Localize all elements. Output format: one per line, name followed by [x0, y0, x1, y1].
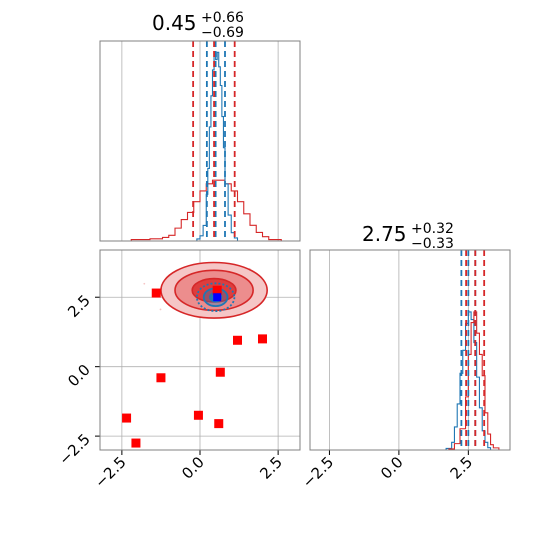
- title-param1: 0.45 +0.66 −0.69: [152, 10, 244, 41]
- histogram-panel-param2: −2.5 0.0 2.5: [299, 249, 511, 492]
- panel-frame: [99, 249, 301, 451]
- title-param2-upper: +0.32: [411, 221, 454, 237]
- truth-marker: [213, 293, 222, 302]
- scatter-point-red: [143, 282, 146, 285]
- histogram-red: [448, 311, 508, 451]
- square-marker: [151, 288, 161, 298]
- histogram-panel-param1: [99, 40, 301, 242]
- square-marker: [156, 373, 166, 383]
- panel-frame: [99, 40, 301, 242]
- square-marker: [215, 367, 225, 377]
- y-tick-label: −2.5: [55, 430, 93, 468]
- square-marker: [193, 410, 203, 420]
- x-tick-label: 0.0: [377, 453, 407, 483]
- x-tick-label: 2.5: [256, 453, 286, 483]
- panel-frame: [309, 249, 511, 451]
- x-tick-label: −2.5: [91, 453, 129, 491]
- square-marker: [233, 335, 242, 345]
- y-tick-label: 0.0: [64, 361, 94, 391]
- histogram-red: [103, 179, 297, 242]
- y-tick-label: 2.5: [64, 291, 94, 321]
- x-tick-label: 0.0: [178, 453, 208, 483]
- histogram-blue: [193, 51, 239, 242]
- square-marker: [214, 419, 224, 429]
- title-param1-value: 0.45: [152, 11, 197, 35]
- square-marker: [131, 438, 141, 448]
- scatter-point-red: [159, 308, 162, 311]
- square-marker: [258, 334, 267, 344]
- title-param2: 2.75 +0.32 −0.33: [362, 221, 454, 252]
- title-param2-value: 2.75: [362, 222, 407, 246]
- joint-panel: −2.5 0.0 2.5 −2.5 0.0 2.5: [55, 249, 301, 492]
- histogram-blue: [440, 311, 497, 451]
- title-param1-upper: +0.66: [201, 10, 244, 26]
- title-param1-lower: −0.69: [201, 25, 244, 41]
- square-marker: [212, 285, 222, 295]
- title-param2-lower: −0.33: [411, 236, 454, 252]
- x-tick-label: −2.5: [299, 453, 337, 491]
- square-marker: [122, 413, 132, 423]
- contour-blue: [195, 282, 236, 313]
- x-tick-label: 2.5: [447, 453, 477, 483]
